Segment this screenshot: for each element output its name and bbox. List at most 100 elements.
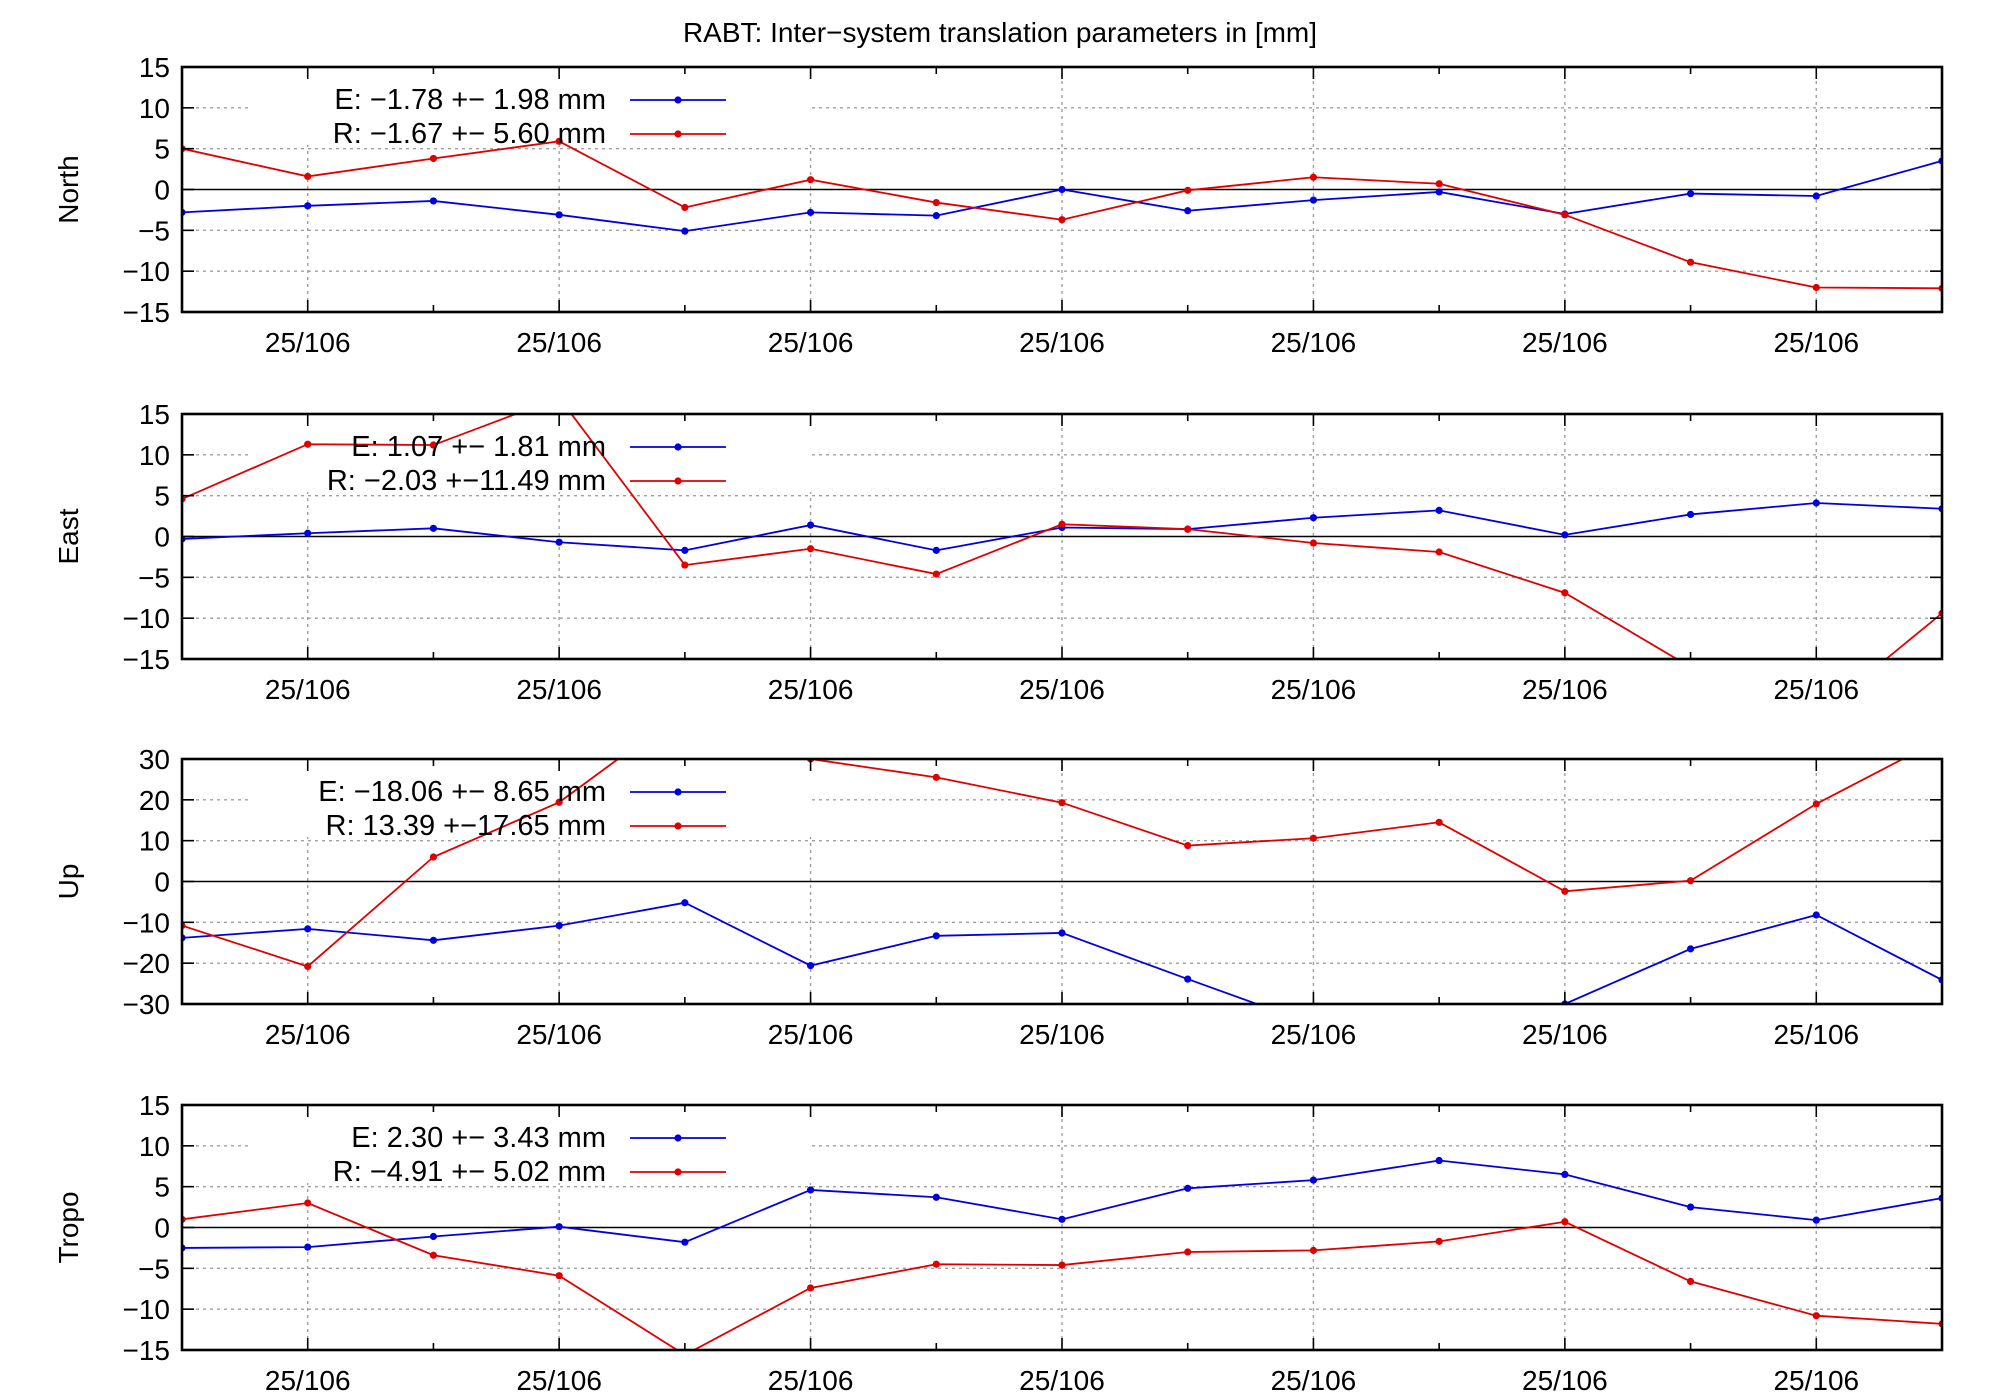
x-tick-label: 25/106 [768,674,854,705]
panel-east: −15 −10 −5 0 5 10 15 25/106 25/106 25/106 25/106 25… [53,394,1944,705]
data-point-e [1309,196,1318,204]
x-tick-label: 25/106 [1019,1365,1105,1396]
data-point-r [1309,834,1318,842]
data-point-r [304,1199,312,1207]
data-point-e [1686,510,1695,519]
data-point-e [1435,1156,1443,1165]
x-tick-label: 25/106 [1522,674,1608,705]
data-point-e [806,962,815,970]
legend-label: R: 13.39 +−17.65 mm [326,810,607,842]
data-point-r [681,706,688,713]
data-point-r [429,853,438,861]
data-point-e [555,922,563,930]
data-point-r [1561,887,1569,895]
legend-label: E: 2.30 +− 3.43 mm [351,1122,606,1154]
x-tick-label: 25/106 [768,327,854,358]
data-point-r [304,440,312,448]
legend-marker [674,1134,682,1142]
data-point-e [681,546,689,554]
data-point-e [429,197,438,205]
x-tick-label: 25/106 [516,1365,602,1396]
data-point-r [806,176,815,184]
x-tick-label: 25/106 [265,674,351,705]
data-point-r [681,203,689,212]
y-tick-label: −5 [138,562,170,593]
data-point-r [1686,1277,1695,1285]
data-point-r [1435,180,1443,188]
x-tick-label: 25/106 [516,1019,602,1050]
data-point-r [1687,664,1694,671]
x-tick-label: 25/106 [1522,1365,1608,1396]
data-point-e [429,1232,438,1241]
legend-label: R: −4.91 +− 5.02 mm [333,1156,606,1188]
y-tick-label: 10 [139,440,170,471]
y-tick-label: 10 [139,826,170,857]
data-point-e [806,1186,815,1194]
x-tick-label: 25/106 [1271,674,1357,705]
legend-background [252,765,812,837]
data-point-e [1184,975,1192,983]
legend-marker [674,477,682,485]
legend-background [252,420,812,492]
data-point-r [1435,818,1443,826]
data-point-r [555,137,563,145]
x-tick-label: 25/106 [1019,327,1105,358]
x-tick-label: 25/106 [1271,327,1357,358]
data-point-e [1309,514,1318,522]
data-point-r [932,570,940,578]
legend-marker [674,1168,682,1176]
y-tick-label: −15 [123,1335,171,1366]
data-point-r [556,394,563,401]
data-point-e [1686,189,1695,198]
y-tick-label: 0 [154,522,170,553]
data-point-e [1184,1184,1192,1192]
data-point-e [1435,188,1443,196]
y-tick-label: −10 [123,907,171,938]
data-point-e [1812,1216,1820,1224]
data-point-r [1435,1237,1443,1245]
series-group [182,1156,1942,1358]
data-point-r [806,545,815,553]
data-point-e [932,546,940,554]
legend-label: E: 1.07 +− 1.81 mm [351,431,606,463]
legend-background [252,1111,812,1183]
data-point-r [429,154,438,163]
panel-north: −15 −10 −5 0 5 10 15 25/106 25/106 25/106 25/106 25… [53,52,1944,358]
data-point-e [555,211,563,219]
legend-label: R: −2.03 +−11.49 mm [327,465,606,497]
data-point-e [304,202,312,210]
data-point-r [1309,173,1318,181]
data-point-e [932,1193,940,1201]
x-tick-label: 25/106 [768,1019,854,1050]
x-tick-label: 25/106 [516,674,602,705]
data-point-e [932,212,940,220]
data-point-e [1435,506,1443,514]
data-point-e [555,538,563,546]
x-tick-label: 25/106 [1271,1365,1357,1396]
y-axis-label: East [53,508,84,564]
y-tick-label: 20 [139,785,170,816]
data-point-e [1561,1170,1569,1179]
y-tick-label: −15 [123,644,171,675]
data-point-e [1686,945,1695,953]
panels: −15 −10 −5 0 5 10 15 25/106 25/106 25/106 25/106 25… [53,52,1944,1396]
data-point-r [1309,1246,1318,1254]
data-point-r [681,1351,688,1358]
data-point-e [429,936,438,944]
y-axis-label: North [53,155,84,223]
data-point-e [681,899,689,907]
x-tick-label: 25/106 [265,327,351,358]
data-point-r [1184,186,1192,194]
x-tick-label: 25/106 [1019,674,1105,705]
x-tick-label: 25/106 [1522,1019,1608,1050]
data-point-r [1561,589,1569,597]
y-tick-label: 5 [154,1172,170,1203]
data-point-e [1686,1203,1695,1211]
data-point-e [1058,929,1066,937]
x-tick-label: 25/106 [1773,1019,1859,1050]
data-point-e [1058,1215,1066,1223]
data-point-r [304,962,312,971]
x-tick-label: 25/106 [768,1365,854,1396]
data-point-e [1309,1176,1318,1184]
